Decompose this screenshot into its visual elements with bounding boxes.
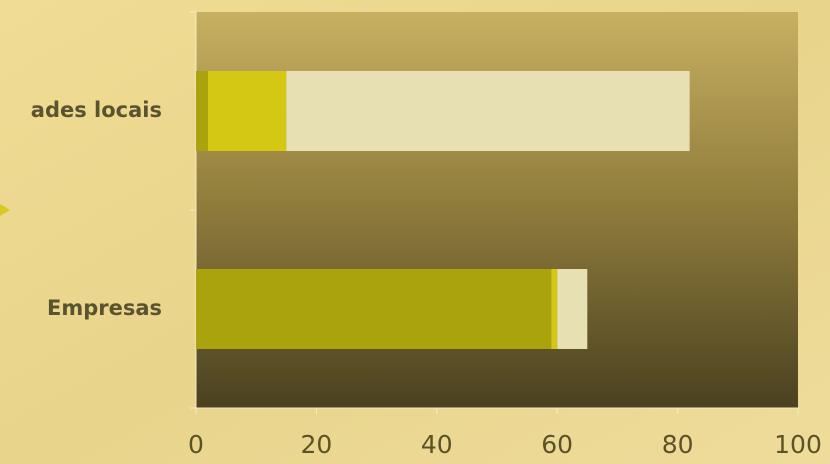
bar-segment <box>208 71 287 151</box>
bar-segment <box>286 71 690 151</box>
bar-segment <box>196 71 209 151</box>
x-tick-label: 20 <box>300 430 332 459</box>
bar-segment <box>551 269 558 349</box>
category-label: ades locais <box>31 98 162 122</box>
x-tick-label: 0 <box>188 430 204 459</box>
decoration <box>0 204 10 216</box>
x-tick-label: 100 <box>774 430 822 459</box>
x-tick-label: 80 <box>662 430 694 459</box>
bar-segment <box>557 269 588 349</box>
x-tick-label: 40 <box>421 430 453 459</box>
x-tick-label: 60 <box>541 430 573 459</box>
category-label: Empresas <box>47 296 162 320</box>
bar-segment <box>196 269 552 349</box>
